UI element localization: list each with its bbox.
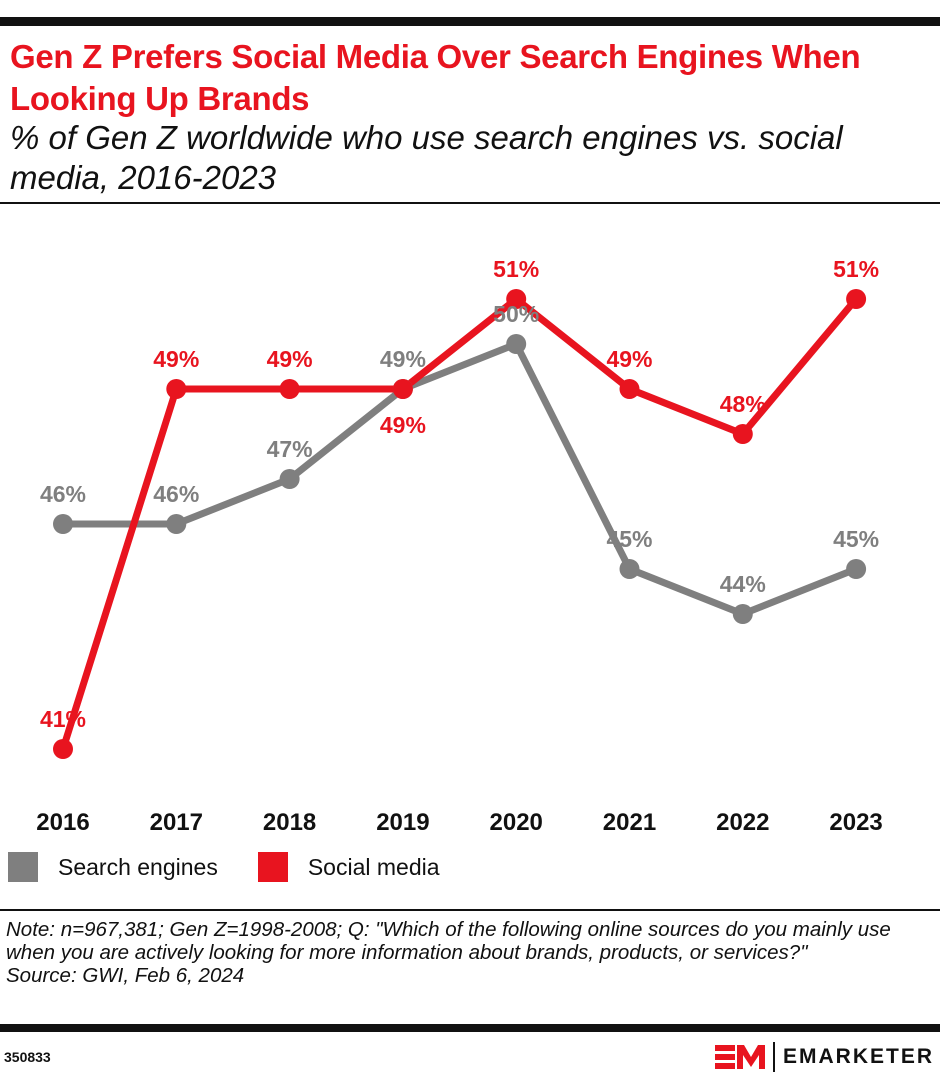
brand-name: EMARKETER xyxy=(782,1045,934,1068)
data-point-social-media xyxy=(619,379,640,399)
chart-id: 350833 xyxy=(4,1049,51,1065)
data-label-social-media: 51% xyxy=(493,256,539,282)
note-text: Note: n=967,381; Gen Z=1998-2008; Q: "Wh… xyxy=(6,918,891,964)
x-tick-label: 2022 xyxy=(716,809,769,836)
data-point-social-media xyxy=(53,739,73,759)
legend-label-search-engines: Search engines xyxy=(58,853,218,880)
data-label-search-engines: 49% xyxy=(380,346,426,372)
data-label-social-media: 48% xyxy=(720,391,766,417)
legend: Search engines Social media xyxy=(8,852,480,882)
data-label-social-media: 41% xyxy=(40,706,86,732)
series-line-search-engines xyxy=(63,340,858,618)
emarketer-logo: EMARKETER xyxy=(714,1042,934,1072)
data-label-search-engines: 45% xyxy=(606,526,652,552)
chart-subtitle: % of Gen Z worldwide who use search engi… xyxy=(10,119,843,196)
logo-divider xyxy=(772,1042,775,1072)
data-point-social-media xyxy=(732,424,753,444)
line-chart: 46% 46% 47% 49% 50% 45% 44% 45% 41% 49% 49% 49% 51% 4… xyxy=(36,256,882,836)
data-label-search-engines: 47% xyxy=(267,436,313,462)
data-point-search-engines xyxy=(732,604,753,624)
bottom-bar xyxy=(0,1024,940,1032)
data-label-search-engines: 46% xyxy=(153,481,199,507)
data-point-search-engines xyxy=(279,469,300,489)
x-tick-label: 2018 xyxy=(263,809,316,836)
source-text: Source: GWI, Feb 6, 2024 xyxy=(6,964,245,987)
data-label-social-media: 49% xyxy=(267,346,313,372)
divider xyxy=(0,202,940,204)
legend-swatch-search-engines xyxy=(8,852,38,882)
chart-title: Gen Z Prefers Social Media Over Search E… xyxy=(10,38,861,117)
data-point-search-engines xyxy=(53,514,73,534)
data-label-social-media: 49% xyxy=(153,346,199,372)
x-tick-label: 2023 xyxy=(829,809,882,836)
data-label-search-engines: 45% xyxy=(833,526,879,552)
divider xyxy=(0,909,940,911)
data-point-social-media xyxy=(846,289,867,309)
x-tick-label: 2017 xyxy=(150,809,203,836)
x-tick-label: 2019 xyxy=(376,809,429,836)
data-label-search-engines: 46% xyxy=(40,481,86,507)
data-point-social-media xyxy=(166,379,187,399)
footnote: Note: n=967,381; Gen Z=1998-2008; Q: "Wh… xyxy=(6,918,936,987)
data-label-search-engines: 50% xyxy=(493,301,539,327)
legend-swatch-social-media xyxy=(257,852,288,882)
data-point-search-engines xyxy=(619,559,640,579)
x-tick-label: 2020 xyxy=(490,809,543,836)
top-bar xyxy=(0,17,940,26)
data-point-social-media xyxy=(279,379,300,399)
data-point-search-engines xyxy=(166,514,187,534)
legend-label-social-media: Social media xyxy=(307,853,440,880)
em-logo-icon xyxy=(714,1045,765,1069)
series-line-social-media xyxy=(59,295,859,751)
x-tick-label: 2021 xyxy=(603,809,656,836)
data-label-social-media: 49% xyxy=(380,412,426,438)
data-point-search-engines xyxy=(846,559,867,579)
data-label-search-engines: 44% xyxy=(720,571,766,597)
data-label-social-media: 51% xyxy=(833,256,879,282)
data-point-social-media xyxy=(392,379,413,399)
x-tick-label: 2016 xyxy=(36,809,89,836)
data-label-social-media: 49% xyxy=(606,346,652,372)
data-point-search-engines xyxy=(506,334,527,354)
data-point-social-media xyxy=(506,289,527,309)
